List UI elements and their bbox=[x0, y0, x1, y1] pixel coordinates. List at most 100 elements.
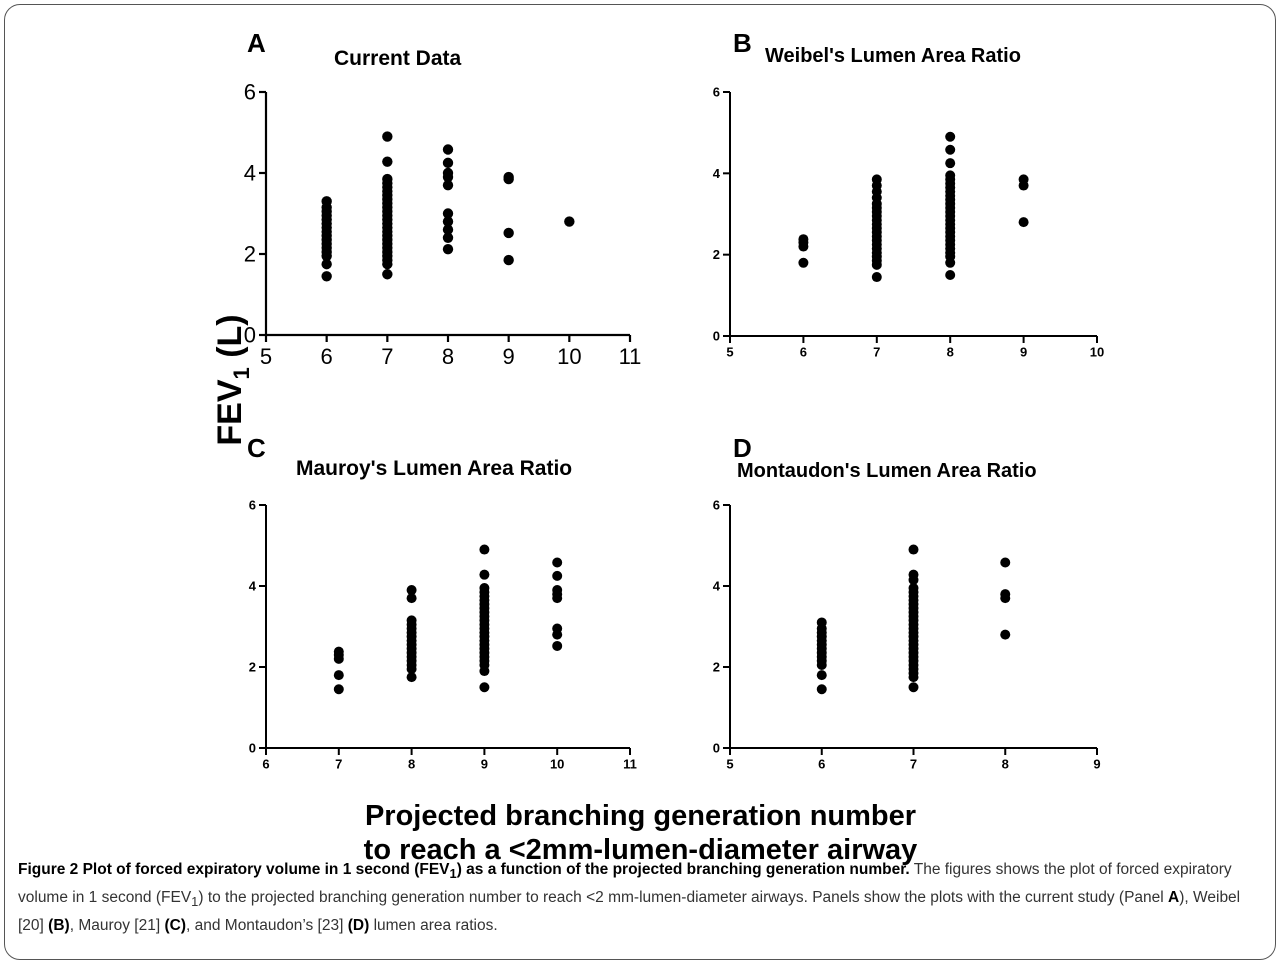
y-tick-label: 6 bbox=[244, 80, 256, 105]
data-point bbox=[333, 646, 344, 657]
y-tick-label: 0 bbox=[249, 741, 256, 756]
y-tick-label: 2 bbox=[713, 660, 720, 675]
x-tick-label: 10 bbox=[1090, 345, 1104, 360]
y-tick-label: 0 bbox=[244, 323, 256, 348]
panel-letter-d: D bbox=[733, 433, 752, 463]
data-point bbox=[945, 270, 956, 280]
x-tick-label: 5 bbox=[726, 757, 733, 772]
data-point bbox=[871, 174, 882, 185]
data-point bbox=[908, 569, 919, 580]
x-tick-label: 6 bbox=[818, 757, 825, 772]
data-point bbox=[503, 171, 514, 183]
panel-letter-c: C bbox=[247, 433, 266, 463]
data-point bbox=[945, 131, 956, 142]
panel-title-b: Weibel's Lumen Area Ratio bbox=[765, 45, 1021, 67]
data-point bbox=[816, 684, 827, 695]
data-point bbox=[552, 585, 563, 596]
data-point bbox=[503, 227, 514, 239]
data-point bbox=[479, 569, 490, 580]
data-point bbox=[908, 583, 919, 594]
data-point bbox=[442, 157, 454, 169]
data-point bbox=[382, 269, 393, 280]
data-point bbox=[382, 156, 393, 167]
figure-frame bbox=[4, 4, 1276, 960]
data-point bbox=[564, 216, 575, 227]
data-point bbox=[479, 544, 490, 555]
data-point bbox=[442, 179, 454, 191]
data-point bbox=[1018, 217, 1029, 228]
scatter-plot-a: 5 6 7 8 9 10 11 0 2 4 6 bbox=[244, 80, 642, 369]
data-point bbox=[798, 234, 809, 245]
data-point bbox=[1018, 174, 1029, 185]
x-tick-label: 8 bbox=[442, 344, 454, 369]
x-tick-label: 10 bbox=[557, 344, 581, 369]
data-point bbox=[333, 670, 344, 681]
x-tick-label: 7 bbox=[873, 345, 880, 360]
y-tick-label: 4 bbox=[713, 579, 721, 594]
data-point bbox=[945, 158, 956, 169]
data-point bbox=[1000, 589, 1011, 600]
data-point bbox=[945, 144, 956, 155]
x-tick-label: 7 bbox=[381, 344, 393, 369]
data-point bbox=[382, 173, 393, 185]
y-tick-label: 2 bbox=[244, 242, 256, 267]
data-point bbox=[382, 131, 393, 142]
data-point bbox=[908, 544, 919, 555]
x-tick-label: 11 bbox=[619, 344, 642, 369]
x-tick-label: 9 bbox=[1093, 757, 1100, 772]
x-tick-label: 9 bbox=[1020, 345, 1027, 360]
data-point bbox=[442, 144, 454, 155]
x-axis-label-line-2: to reach a <2mm-lumen-diameter airway bbox=[363, 834, 918, 866]
data-point bbox=[798, 257, 809, 268]
x-tick-label: 8 bbox=[947, 345, 954, 360]
data-point bbox=[442, 224, 454, 235]
figure-caption: Figure 2 Plot of forced expiratory volum… bbox=[18, 861, 1241, 935]
data-point bbox=[945, 170, 956, 181]
data-point bbox=[1000, 557, 1011, 568]
data-point bbox=[552, 570, 563, 581]
data-point bbox=[442, 232, 454, 243]
panel-letter-b: B bbox=[733, 28, 752, 58]
data-point bbox=[552, 557, 563, 568]
y-tick-label: 4 bbox=[244, 161, 256, 186]
data-point bbox=[442, 243, 454, 255]
x-tick-label: 11 bbox=[623, 757, 637, 772]
panel-title-a: Current Data bbox=[334, 47, 462, 70]
y-tick-label: 6 bbox=[713, 498, 720, 513]
data-point bbox=[871, 272, 882, 283]
data-point bbox=[816, 670, 827, 681]
data-point bbox=[503, 254, 514, 266]
x-axis-label-line-1: Projected branching generation number bbox=[364, 800, 917, 832]
data-point bbox=[552, 640, 563, 651]
data-point bbox=[442, 167, 454, 179]
x-tick-label: 8 bbox=[1002, 757, 1009, 772]
y-tick-label: 2 bbox=[249, 660, 256, 675]
data-point bbox=[552, 623, 563, 634]
data-point bbox=[406, 672, 417, 683]
data-point bbox=[908, 682, 919, 693]
scatter-plot-c: 6 7 8 9 10 11 0 2 4 6 bbox=[249, 498, 637, 772]
x-tick-label: 7 bbox=[335, 757, 342, 772]
y-tick-label: 4 bbox=[713, 166, 721, 181]
x-tick-label: 10 bbox=[550, 757, 564, 772]
x-tick-label: 8 bbox=[408, 757, 415, 772]
data-point bbox=[321, 258, 332, 270]
data-point bbox=[479, 583, 490, 594]
x-tick-label: 9 bbox=[481, 757, 488, 772]
scatter-plot-d: 5 6 7 8 9 0 2 4 6 bbox=[713, 498, 1101, 772]
data-point bbox=[321, 271, 332, 282]
data-point bbox=[442, 216, 454, 227]
data-point bbox=[1000, 629, 1011, 640]
data-point bbox=[406, 593, 417, 604]
x-tick-label: 6 bbox=[800, 345, 807, 360]
data-point bbox=[406, 585, 417, 596]
x-tick-label: 5 bbox=[726, 345, 733, 360]
y-tick-label: 6 bbox=[713, 85, 720, 100]
data-point bbox=[479, 682, 490, 693]
x-tick-label: 6 bbox=[262, 757, 269, 772]
data-point bbox=[333, 684, 344, 695]
x-tick-label: 7 bbox=[910, 757, 917, 772]
caption-lead: Figure 2 Plot of forced expiratory volum… bbox=[18, 861, 910, 882]
data-point bbox=[406, 615, 417, 626]
y-tick-label: 6 bbox=[249, 498, 256, 513]
